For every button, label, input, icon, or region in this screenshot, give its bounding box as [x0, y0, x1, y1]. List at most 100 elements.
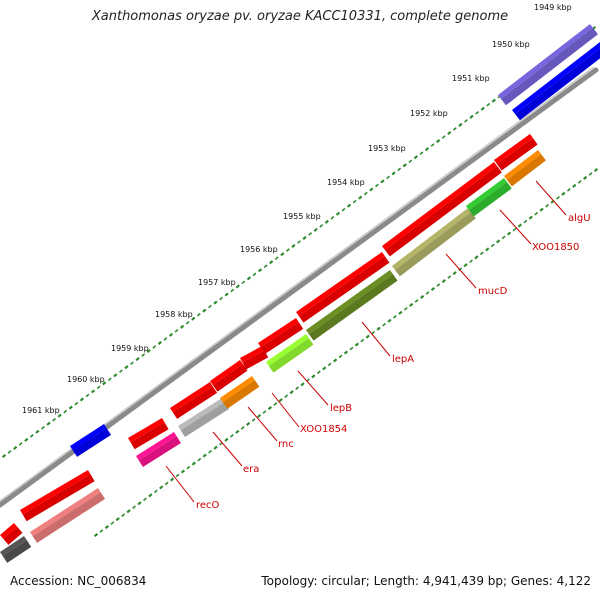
track-tick — [146, 348, 151, 354]
gene-face-top — [466, 178, 507, 211]
gene-labels: algU XOO1850 mucD lepA lepB XOO1854 rnc era recO — [165, 180, 591, 511]
gene-bar-algU[interactable] — [504, 150, 546, 187]
track-tick — [273, 402, 278, 406]
gene-bar-blue-long[interactable] — [512, 42, 600, 121]
track-tick — [490, 243, 495, 248]
gene-bar-era[interactable] — [178, 398, 229, 437]
gene-bar-5[interactable] — [210, 360, 248, 392]
gene-bar-6[interactable] — [240, 346, 269, 370]
track-tick — [157, 340, 162, 345]
track-tick — [333, 358, 338, 363]
gene-label-era[interactable]: era — [243, 464, 259, 475]
gene-face-top — [136, 432, 177, 461]
gene-label-xoo1850[interactable]: XOO1850 — [532, 242, 579, 253]
gene-bar-1[interactable] — [0, 523, 23, 545]
gene-bar-rnc[interactable] — [220, 376, 260, 409]
gene-face-top — [258, 318, 299, 348]
track-tick — [191, 461, 196, 466]
gene-face-body — [298, 256, 390, 323]
track-tick — [99, 529, 104, 533]
track-tick — [257, 268, 263, 273]
gene-face-top — [504, 150, 542, 180]
track-tick — [148, 493, 153, 498]
track-tick — [41, 425, 45, 430]
gene-label-algu[interactable]: algU — [568, 213, 591, 224]
gene-face-body — [172, 386, 218, 419]
track-tick — [152, 345, 157, 349]
gene-bar-lepA[interactable] — [306, 270, 398, 341]
gene-bar-recO[interactable] — [136, 432, 181, 467]
track-tick — [447, 130, 452, 136]
track-tick — [208, 304, 212, 309]
track-tick — [297, 240, 301, 244]
gene-bar-2[interactable] — [20, 470, 95, 522]
track-tick — [197, 457, 202, 462]
gene-bar-XOO1850[interactable] — [466, 178, 512, 217]
track-tick — [267, 406, 273, 411]
track-tick — [208, 449, 213, 454]
genome-title: Xanthomonas oryzae pv. oryzae KACC10331,… — [91, 9, 509, 24]
scale-label: 1958 kbp — [155, 310, 193, 319]
track-tick — [593, 167, 599, 173]
gene-bar-10[interactable] — [494, 134, 538, 171]
track-tick — [159, 485, 164, 490]
gene-bar-3[interactable] — [128, 418, 169, 450]
track-tick — [240, 426, 245, 430]
gene-label-lepa[interactable]: lepA — [392, 354, 414, 365]
gene-face-body — [507, 153, 546, 187]
scale-label: 1956 kbp — [240, 245, 278, 254]
gene-face-body — [32, 492, 106, 543]
track-tick — [376, 326, 381, 331]
gene-bar-lepB[interactable] — [266, 334, 314, 373]
gene-bar-blue-small[interactable] — [70, 424, 112, 457]
track-tick — [386, 175, 390, 180]
track-tick — [380, 179, 385, 184]
track-tick — [512, 227, 517, 232]
gene-face-top — [0, 536, 27, 557]
track-tick — [413, 155, 419, 160]
track-tick — [425, 291, 430, 295]
track-tick — [153, 489, 158, 494]
gene-label-rnc[interactable]: rnc — [278, 439, 294, 450]
track-tick — [262, 410, 267, 414]
track-tick — [561, 191, 566, 196]
track-tick — [375, 183, 379, 188]
gene-bar-4[interactable] — [170, 382, 218, 419]
gene-label-reco[interactable]: recO — [196, 500, 220, 511]
track-tick — [252, 272, 257, 277]
gene-label-mucd[interactable]: mucD — [478, 286, 508, 297]
track-tick — [419, 294, 425, 299]
track-tick — [185, 320, 190, 325]
track-tick — [126, 509, 131, 514]
track-tick — [46, 421, 51, 426]
track-tick — [486, 102, 491, 107]
track-tick — [352, 199, 357, 204]
gene-bar-dark[interactable] — [0, 536, 32, 563]
gene-face-top — [296, 252, 385, 317]
gene-face-body — [501, 27, 598, 106]
gene-label-lepb[interactable]: lepB — [330, 403, 352, 414]
track-tick — [319, 224, 324, 228]
track-tick — [18, 442, 23, 446]
track-tick — [387, 318, 392, 323]
gene-bar-9[interactable] — [382, 162, 502, 257]
gene-bar-violet[interactable] — [498, 24, 598, 106]
gene-face-body — [515, 48, 600, 121]
track-tick — [341, 207, 346, 212]
scale-label: 1955 kbp — [283, 212, 321, 221]
track-tick — [358, 195, 363, 200]
track-tick — [441, 135, 446, 139]
gene-bar-8[interactable] — [296, 252, 390, 323]
gene-bar-7[interactable] — [258, 318, 304, 354]
track-tick — [169, 477, 175, 482]
track-tick — [186, 465, 191, 470]
gene-bar-pink[interactable] — [30, 488, 106, 543]
track-tick — [308, 232, 313, 236]
track-tick — [285, 248, 290, 252]
gene-face-top — [512, 42, 600, 114]
gene-face-body — [138, 436, 181, 467]
gene-bar-mucD[interactable] — [392, 208, 476, 277]
track-tick — [278, 398, 283, 403]
gene-label-xoo1854[interactable]: XOO1854 — [300, 424, 347, 435]
gene-face-body — [268, 338, 314, 373]
